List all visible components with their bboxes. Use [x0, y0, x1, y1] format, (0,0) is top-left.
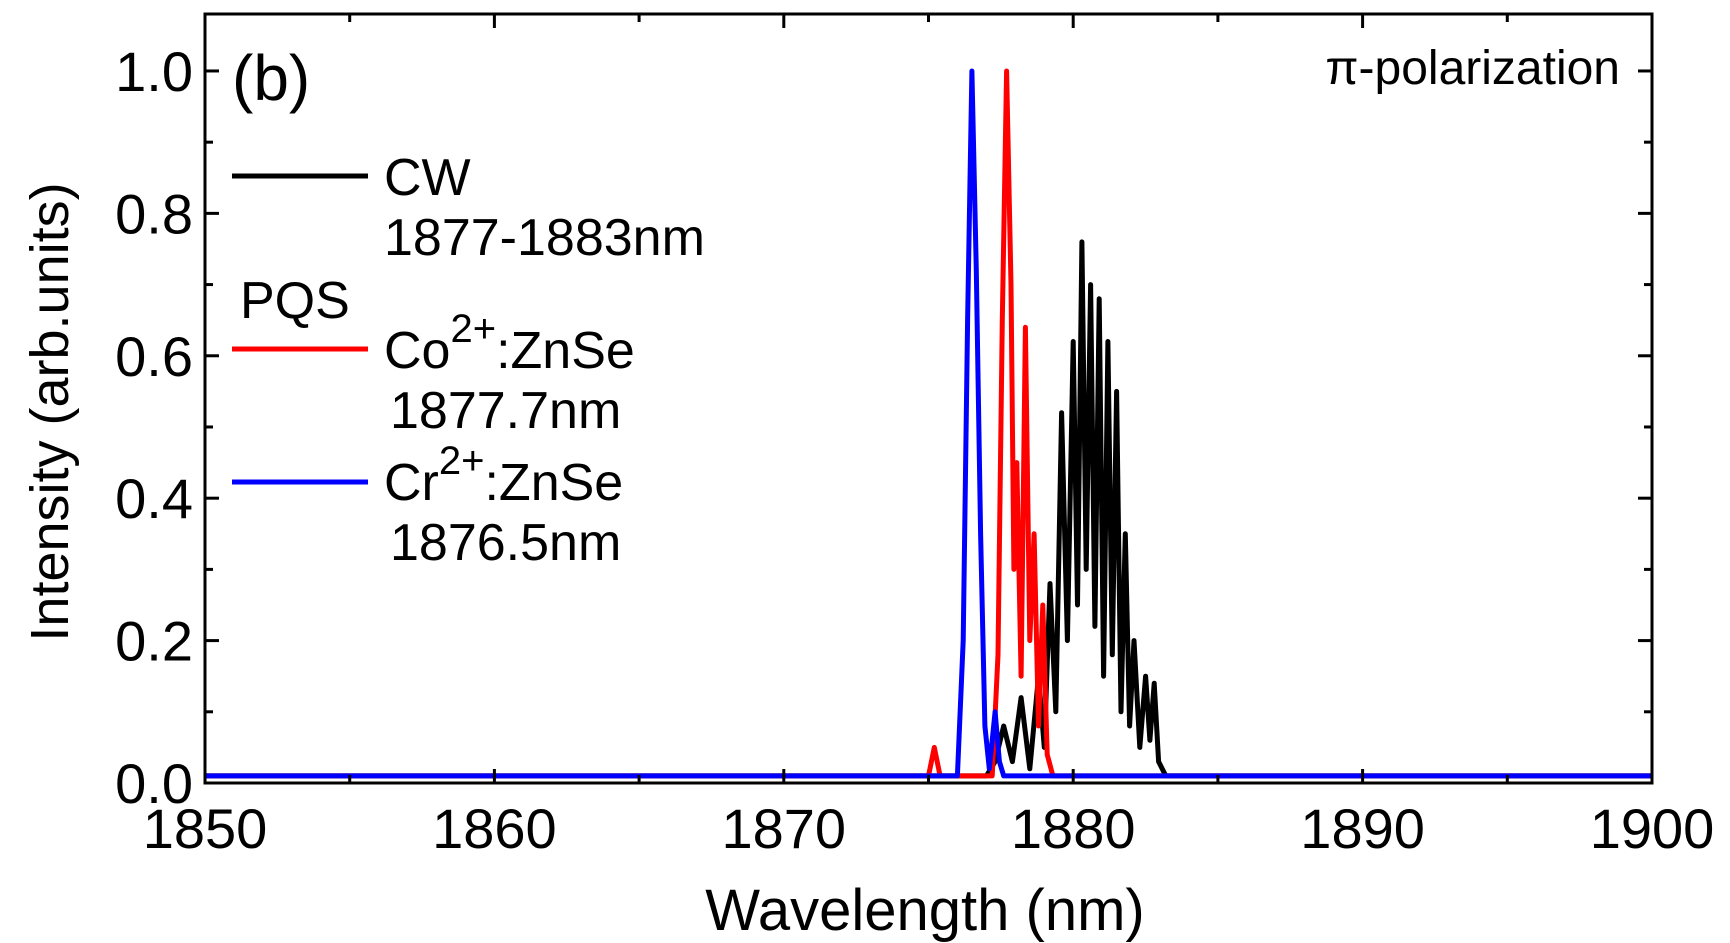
polarization-annotation: π-polarization: [1325, 42, 1620, 95]
x-axis-label: Wavelength (nm): [705, 878, 1144, 943]
y-tick-label: 1.0: [115, 40, 193, 103]
panel-label: (b): [232, 42, 310, 114]
y-tick-label: 0.6: [115, 325, 193, 388]
series-line-0: [205, 239, 1652, 779]
legend-label-cw: CW: [384, 149, 471, 207]
legend-sublabel-co: 1877.7nm: [390, 382, 621, 440]
legend-group-label: PQS: [240, 272, 350, 330]
x-tick-label: 1900: [1590, 797, 1715, 860]
axis-ticks: 1850 1860 1870 1880 1890 1900 0.0 0.2 0.4 0.6 0.8 1…: [115, 14, 1714, 860]
series-line-2: [205, 68, 1652, 779]
y-tick-label: 0.0: [115, 752, 193, 815]
legend: CW 1877-1883nm PQS Co2+:ZnSe 1877.7nm Cr…: [232, 149, 705, 572]
x-tick-label: 1890: [1300, 797, 1425, 860]
x-tick-label: 1880: [1011, 797, 1136, 860]
legend-sublabel-cw: 1877-1883nm: [384, 209, 705, 267]
series-lines: [205, 68, 1652, 779]
legend-sublabel-cr: 1876.5nm: [390, 514, 621, 572]
y-axis-label: Intensity (arb.units): [20, 182, 80, 641]
legend-label-co: Co2+:ZnSe: [384, 307, 635, 380]
legend-label-cr: Cr2+:ZnSe: [384, 439, 623, 512]
y-tick-label: 0.4: [115, 467, 193, 530]
x-tick-label: 1850: [143, 797, 268, 860]
x-tick-label: 1870: [722, 797, 847, 860]
y-tick-label: 0.2: [115, 610, 193, 673]
y-tick-label: 0.8: [115, 182, 193, 245]
x-tick-label: 1860: [432, 797, 557, 860]
